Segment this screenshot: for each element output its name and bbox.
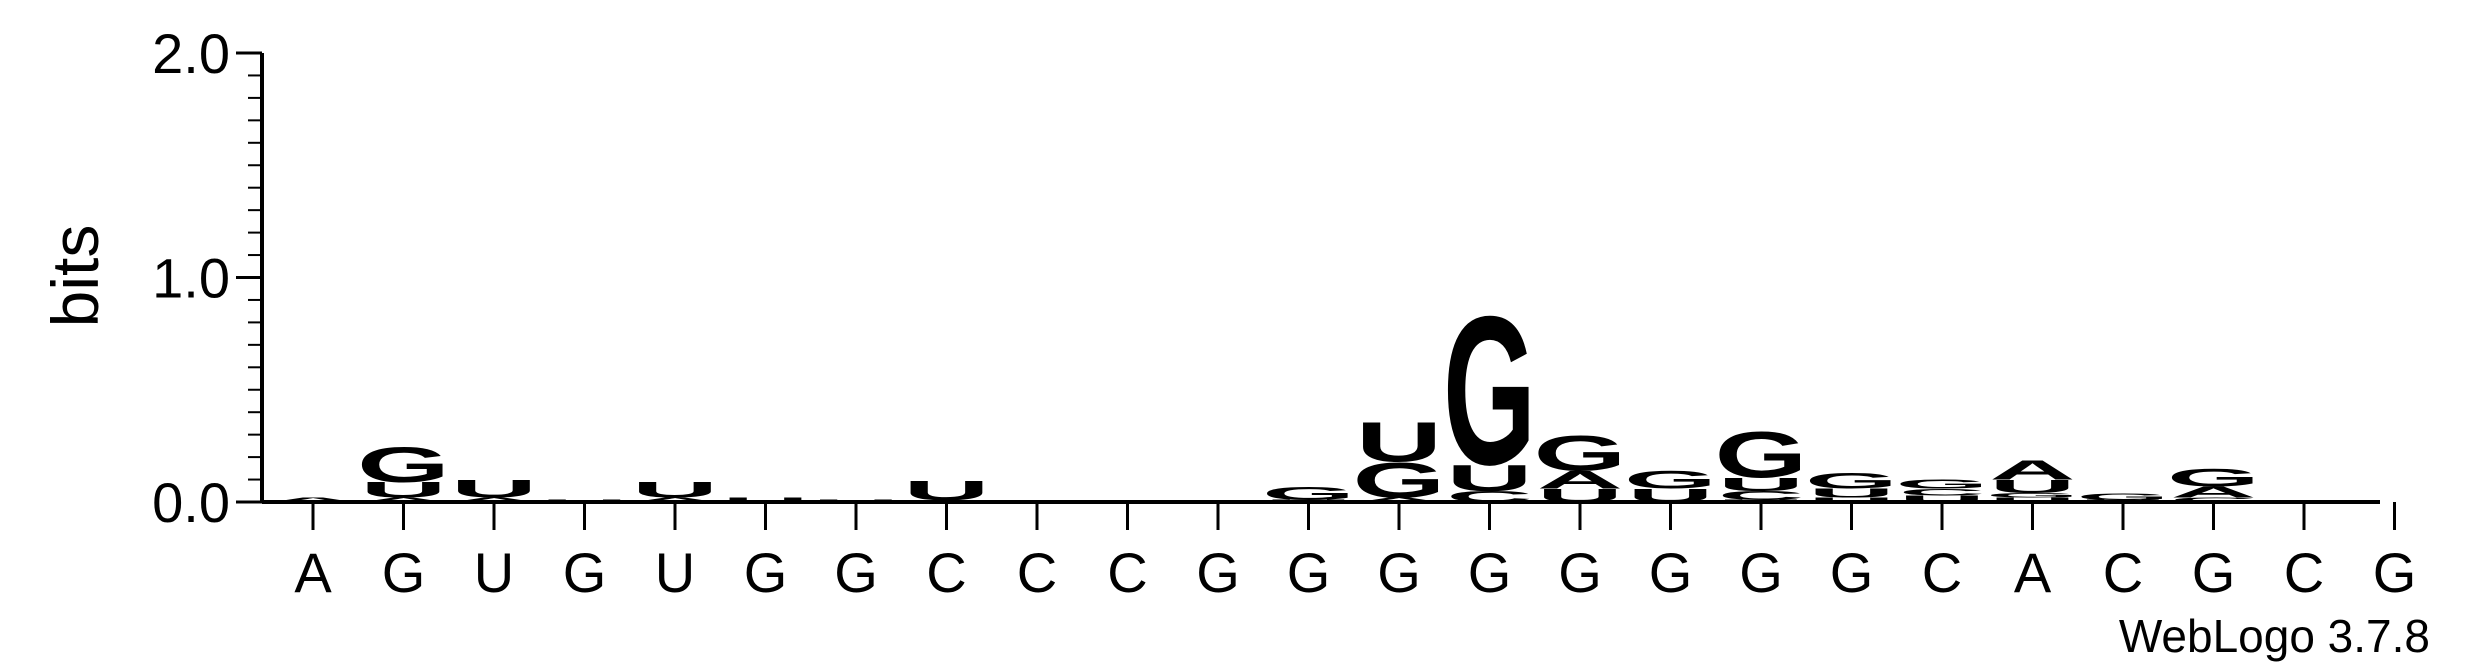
logo-letter-a: A bbox=[451, 496, 537, 503]
logo-letter-u: U bbox=[360, 478, 446, 502]
x-tick-label: A bbox=[2014, 541, 2052, 604]
x-tick-label: C bbox=[1017, 541, 1057, 604]
logo-letter-c: C bbox=[1899, 487, 1985, 497]
y-axis: 0.0 1.0 2.0 bbox=[152, 22, 264, 534]
x-tick-label: C bbox=[1107, 541, 1147, 604]
x-tick-label: G bbox=[834, 541, 878, 604]
logo-letter-g: G bbox=[1805, 469, 1898, 493]
logo-letter-g: G bbox=[1353, 453, 1446, 509]
x-tick-label: G bbox=[744, 541, 788, 604]
logo-letter-g: G bbox=[1896, 477, 1989, 491]
logo-letter-g: G bbox=[1715, 419, 1808, 492]
logo-letter-u: U bbox=[632, 478, 718, 502]
logo-letter-c: C bbox=[2170, 496, 2256, 503]
x-tick-label: G bbox=[1287, 541, 1331, 604]
x-tick-label: G bbox=[1558, 541, 1602, 604]
logo-letter-u: U bbox=[722, 496, 808, 503]
logo-letter-u: U bbox=[1718, 474, 1804, 495]
x-tick-label: A bbox=[294, 541, 332, 604]
x-tick-label: G bbox=[1196, 541, 1240, 604]
y-tick-label: 2.0 bbox=[152, 22, 230, 85]
x-tick-label: C bbox=[2284, 541, 2324, 604]
x-tick-label: C bbox=[926, 541, 966, 604]
x-tick-label: G bbox=[2373, 541, 2417, 604]
logo-letter-g: G bbox=[1262, 483, 1355, 504]
x-tick-label: G bbox=[563, 541, 607, 604]
y-axis-label: bits bbox=[38, 225, 112, 328]
logo-letter-g: G bbox=[1986, 492, 2079, 499]
logo-letter-a: A bbox=[360, 496, 446, 503]
logo-letter-u: U bbox=[451, 475, 537, 503]
x-tick-label: U bbox=[655, 541, 695, 604]
logo-letter-a: A bbox=[1356, 496, 1442, 503]
logo-letter-u: U bbox=[1356, 411, 1442, 474]
logo-letter-u: U bbox=[1808, 486, 1894, 500]
logo-letter-a: A bbox=[270, 496, 356, 503]
x-tick-label: G bbox=[2192, 541, 2236, 604]
logo-letter-u: U bbox=[1808, 496, 1894, 503]
logo-letter-g: G bbox=[1534, 426, 1627, 482]
logo-letter-a: A bbox=[2170, 484, 2256, 501]
logo-letter-g: G bbox=[1443, 273, 1536, 510]
letter-stacks: AAUGAUUAUUUAUUGAGUCUGUAGUGUCUGUUGUCGUGUA… bbox=[270, 273, 2260, 510]
logo-letter-u: U bbox=[1989, 496, 2075, 503]
x-tick-label: G bbox=[1468, 541, 1512, 604]
logo-letter-g: G bbox=[2077, 491, 2170, 501]
logo-letter-u: U bbox=[1899, 493, 1985, 503]
y-tick-label: 0.0 bbox=[152, 471, 230, 534]
logo-letter-g: G bbox=[357, 437, 450, 493]
x-tick-label: G bbox=[382, 541, 426, 604]
x-tick-label: G bbox=[1649, 541, 1693, 604]
x-tick-label: G bbox=[1830, 541, 1874, 604]
logo-letter-g: G bbox=[2167, 464, 2260, 492]
y-tick-label: 1.0 bbox=[152, 247, 230, 310]
x-tick-label: G bbox=[1739, 541, 1783, 604]
logo-letter-a: A bbox=[1537, 466, 1623, 494]
logo-letter-c: C bbox=[1718, 488, 1804, 502]
weblogo-credit: WebLogo 3.7.8 bbox=[2119, 610, 2430, 662]
logo-letter-a: A bbox=[632, 496, 718, 503]
logo-letter-g: G bbox=[1624, 466, 1717, 494]
logo-letter-u: U bbox=[1446, 457, 1532, 499]
x-tick-label: C bbox=[1922, 541, 1962, 604]
x-tick-label: C bbox=[2103, 541, 2143, 604]
logo-letter-u: U bbox=[1989, 476, 2075, 497]
logo-letter-a: A bbox=[1989, 454, 2075, 485]
x-tick-label: G bbox=[1377, 541, 1421, 604]
x-tick-label: U bbox=[474, 541, 514, 604]
